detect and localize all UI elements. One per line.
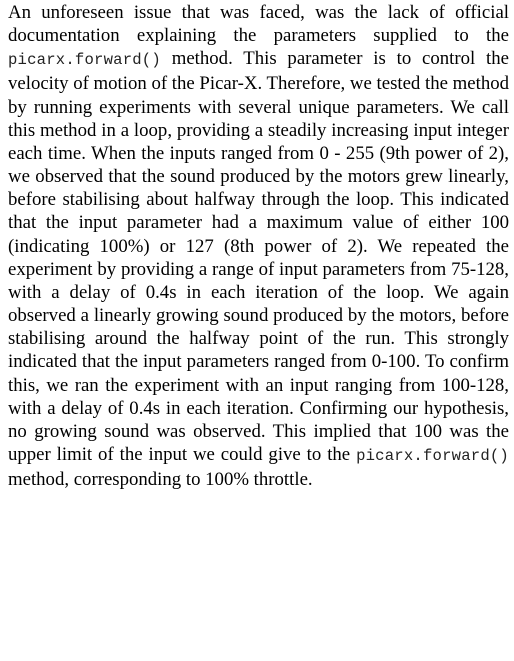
paragraph-text-part-2: method. This parameter is to control the… [8,48,509,465]
inline-code-picarx-forward-second: picarx.forward() [356,446,509,465]
inline-code-picarx-forward: picarx.forward() [8,51,161,70]
paragraph-text-part-1: An unforeseen issue that was faced, was … [8,2,509,47]
body-paragraph: An unforeseen issue that was faced, was … [8,1,509,491]
paragraph-text-part-3: method, corresponding to 100% throttle. [8,469,313,491]
